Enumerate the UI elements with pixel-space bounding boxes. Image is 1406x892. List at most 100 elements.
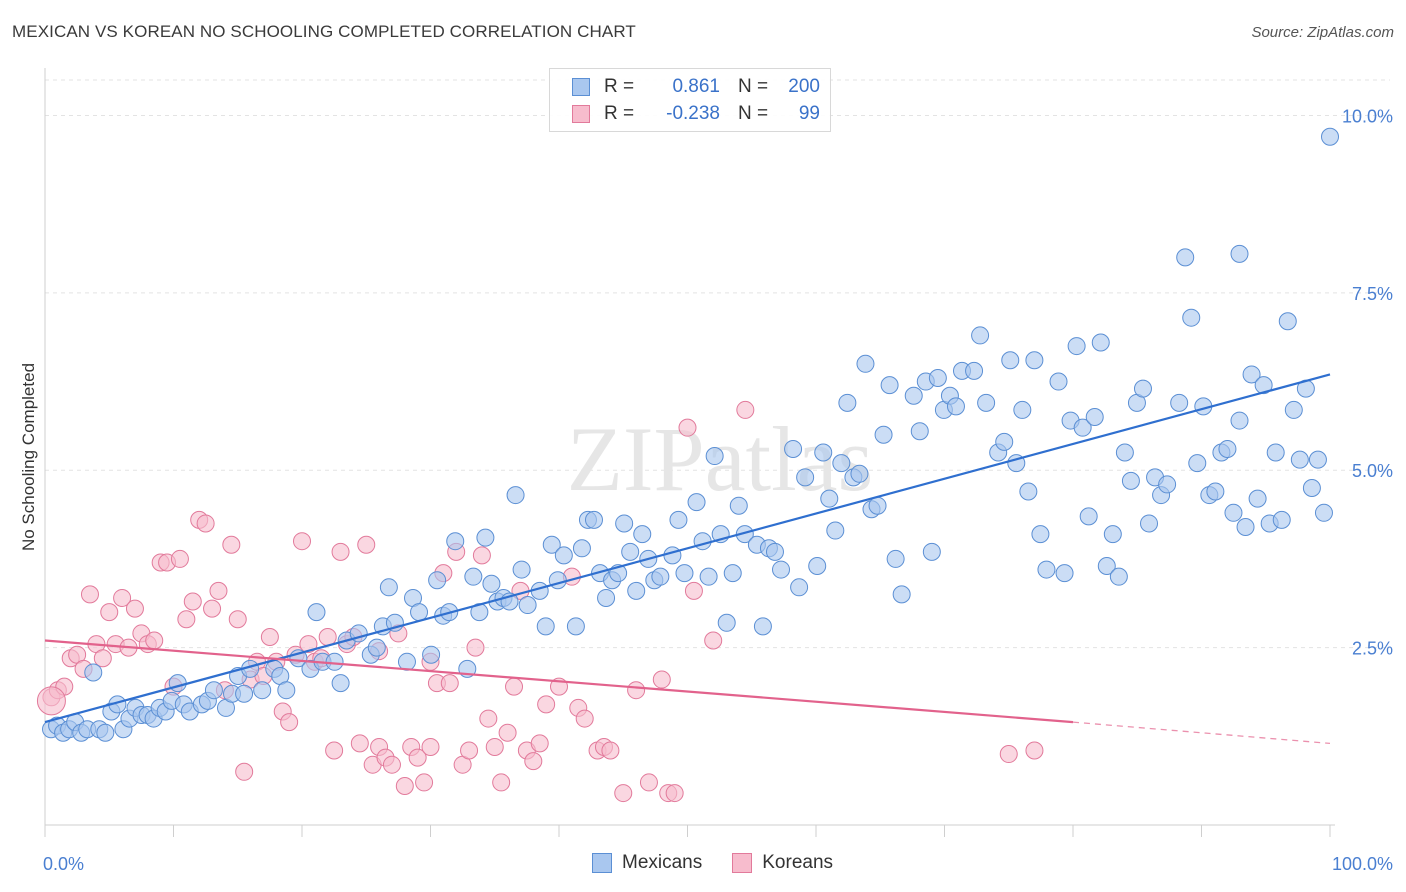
y-tick-label: 5.0%	[1352, 461, 1393, 481]
point-mexican	[1019, 482, 1038, 501]
point-korean	[440, 674, 459, 693]
trend-line-koreans	[44, 639, 1074, 724]
point-mexican	[518, 596, 537, 615]
point-mexican	[1013, 400, 1032, 419]
point-mexican	[784, 439, 803, 458]
point-mexican	[856, 354, 875, 373]
point-mexican	[235, 684, 254, 703]
point-korean	[530, 734, 549, 753]
point-korean	[999, 745, 1018, 764]
point-mexican	[1109, 567, 1128, 586]
point-korean	[280, 713, 299, 732]
legend-r-label: R =	[604, 103, 635, 124]
point-mexican	[995, 432, 1014, 451]
point-korean	[350, 734, 369, 753]
point-korean	[395, 776, 414, 795]
point-mexican	[1001, 351, 1020, 370]
point-mexican	[1091, 333, 1110, 352]
point-mexican	[96, 723, 115, 742]
point-mexican	[663, 546, 682, 565]
point-korean	[524, 752, 543, 771]
point-korean	[684, 581, 703, 600]
point-mexican	[1115, 443, 1134, 462]
legend-swatch-koreans	[572, 105, 590, 123]
point-mexican	[826, 521, 845, 540]
point-mexican	[772, 560, 791, 579]
point-korean	[601, 741, 620, 760]
series-koreans	[36, 400, 1044, 803]
point-mexican	[84, 663, 103, 682]
point-mexican	[1055, 564, 1074, 583]
point-korean	[93, 649, 112, 668]
point-korean	[293, 532, 311, 551]
point-mexican	[765, 542, 784, 561]
point-korean	[421, 737, 440, 756]
point-mexican	[572, 539, 591, 558]
point-mexican	[464, 567, 483, 586]
point-korean	[113, 588, 132, 607]
legend-item-mexicans: Mexicans	[592, 852, 702, 874]
point-mexican	[790, 578, 809, 597]
point-mexican	[820, 489, 839, 508]
point-mexican	[796, 468, 815, 487]
point-mexican	[1031, 525, 1050, 544]
legend-n-value: 99	[798, 103, 820, 124]
legend-r-value: -0.238	[666, 103, 720, 124]
point-mexican	[633, 525, 652, 544]
point-korean	[614, 784, 633, 803]
point-mexican	[699, 567, 718, 586]
point-mexican	[1067, 337, 1086, 356]
point-mexican	[723, 564, 742, 583]
point-mexican	[910, 422, 929, 441]
point-mexican	[868, 496, 887, 515]
point-mexican	[1242, 365, 1261, 384]
chart-title: MEXICAN VS KOREAN NO SCHOOLING COMPLETED…	[12, 22, 636, 41]
legend-row-mexicans: R = 0.861 N = 200	[572, 75, 820, 99]
point-mexican	[971, 326, 990, 345]
point-korean	[100, 603, 119, 622]
point-korean	[325, 741, 344, 760]
point-mexican	[428, 571, 447, 590]
legend-item-koreans: Koreans	[732, 852, 833, 874]
point-korean	[1025, 741, 1044, 760]
point-mexican	[1188, 454, 1207, 473]
point-mexican	[542, 535, 561, 554]
point-mexican	[892, 585, 911, 604]
point-mexican	[874, 425, 893, 444]
point-mexican	[1218, 439, 1237, 458]
series-legend: Mexicans Koreans	[592, 852, 863, 874]
point-mexican	[977, 393, 996, 412]
point-mexican	[554, 546, 573, 565]
point-korean	[196, 514, 215, 533]
point-mexican	[729, 496, 748, 515]
point-mexican	[253, 681, 272, 700]
legend-n-value: 200	[788, 76, 820, 97]
point-korean	[382, 755, 401, 774]
point-mexican	[1073, 418, 1092, 437]
legend-row-koreans: R = -0.238 N = 99	[572, 102, 820, 126]
trend-lines	[44, 373, 1331, 745]
point-korean	[466, 638, 485, 657]
legend-label-koreans: Koreans	[762, 852, 834, 873]
point-mexican	[1085, 408, 1104, 427]
point-mexican	[597, 588, 616, 607]
point-mexican	[379, 578, 398, 597]
point-mexican	[1133, 379, 1152, 398]
point-mexican	[422, 645, 441, 664]
point-korean	[145, 631, 164, 650]
point-korean	[505, 677, 524, 696]
point-korean	[209, 581, 228, 600]
source-label: Source: ZipAtlas.com	[1251, 24, 1394, 41]
point-korean	[183, 592, 202, 611]
point-mexican	[1176, 248, 1195, 267]
point-korean	[652, 670, 671, 689]
legend-swatch-mexicans	[572, 78, 590, 96]
point-korean	[472, 546, 491, 565]
y-tick-label: 10.0%	[1342, 106, 1393, 126]
point-mexican	[1140, 514, 1159, 533]
point-mexican	[1158, 475, 1177, 494]
point-mexican	[687, 493, 706, 512]
point-korean	[575, 709, 594, 728]
point-mexican	[1284, 400, 1303, 419]
point-mexican	[717, 613, 736, 632]
